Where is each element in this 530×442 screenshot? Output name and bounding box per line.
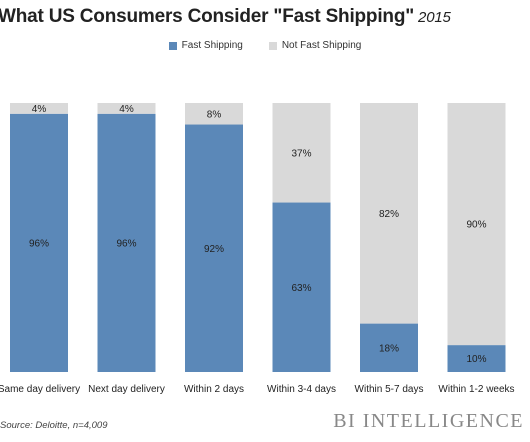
data-label-not-fast-shipping-within-3-4-days: 37%: [291, 148, 311, 159]
legend-item-fast-shipping: Fast Shipping: [168, 40, 243, 51]
data-label-fast-shipping-within-5-7-days: 18%: [379, 343, 399, 354]
legend-swatch-fast-shipping: [168, 41, 177, 50]
x-tick-label-within-2-days: Within 2 days: [184, 384, 244, 395]
data-label-fast-shipping-within-1-2-weeks: 10%: [466, 354, 486, 365]
bar-fast-shipping-within-2-days: [185, 124, 243, 373]
data-label-not-fast-shipping-within-5-7-days: 82%: [379, 209, 399, 220]
x-tick-label-within-3-4-days: Within 3-4 days: [267, 384, 336, 395]
x-tick-label-next-day-delivery: Next day delivery: [88, 384, 165, 395]
source-note: Source: Deloitte, n=4,009: [0, 420, 108, 431]
x-tick-label-within-5-7-days: Within 5-7 days: [355, 384, 424, 395]
bar-fast-shipping-next-day-delivery: [97, 113, 156, 372]
data-label-not-fast-shipping-within-2-days: 8%: [207, 109, 222, 120]
bar-fast-shipping-within-5-7-days: [360, 323, 418, 372]
x-tick-label-same-day-delivery: Same day delivery: [0, 384, 80, 395]
data-label-fast-shipping-within-2-days: 92%: [204, 244, 224, 255]
data-label-not-fast-shipping-within-1-2-weeks: 90%: [466, 220, 486, 231]
bar-not-fast-shipping-within-1-2-weeks: [447, 103, 506, 346]
bar-not-fast-shipping-within-5-7-days: [360, 103, 418, 324]
brand-logo: BI INTELLIGENCE: [333, 410, 524, 432]
bar-not-fast-shipping-within-3-4-days: [272, 103, 331, 203]
data-label-fast-shipping-within-3-4-days: 63%: [291, 283, 311, 294]
bar-not-fast-shipping-next-day-delivery: [97, 103, 156, 114]
legend-label-fast-shipping: Fast Shipping: [181, 40, 243, 51]
data-label-not-fast-shipping-same-day-delivery: 4%: [32, 104, 47, 115]
legend-item-not-fast-shipping: Not Fast Shipping: [268, 40, 362, 51]
data-label-fast-shipping-next-day-delivery: 96%: [116, 238, 136, 249]
chart-title: What US Consumers Consider "Fast Shippin…: [0, 6, 451, 28]
bar-not-fast-shipping-same-day-delivery: [10, 103, 68, 114]
chart-title-text: What US Consumers Consider "Fast Shippin…: [0, 6, 415, 27]
x-tick-label-within-1-2-weeks: Within 1-2 weeks: [438, 384, 514, 395]
legend-swatch-not-fast-shipping: [268, 41, 277, 50]
data-label-not-fast-shipping-next-day-delivery: 4%: [119, 104, 134, 115]
bar-fast-shipping-within-1-2-weeks: [447, 345, 506, 372]
bar-not-fast-shipping-within-2-days: [185, 103, 243, 125]
bar-fast-shipping-within-3-4-days: [272, 202, 331, 372]
data-label-fast-shipping-same-day-delivery: 96%: [29, 238, 49, 249]
chart-title-year: 2015: [418, 9, 451, 26]
legend: Fast Shipping Not Fast Shipping: [0, 40, 530, 51]
bar-fast-shipping-same-day-delivery: [10, 113, 68, 372]
legend-label-not-fast-shipping: Not Fast Shipping: [281, 40, 362, 51]
